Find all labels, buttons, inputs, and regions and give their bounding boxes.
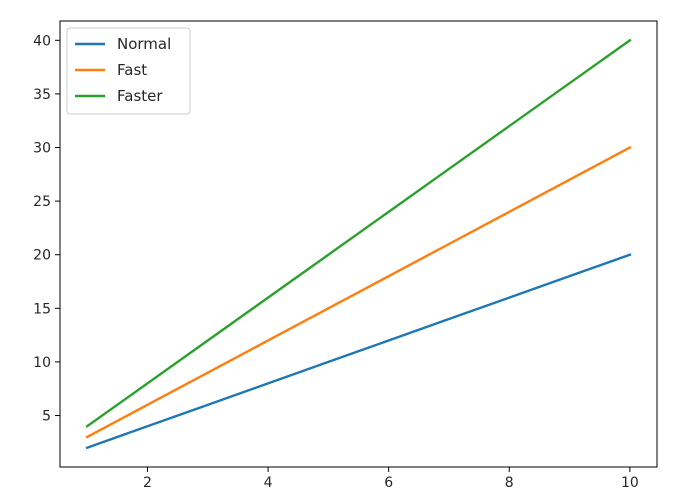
x-tick-label: 4: [264, 475, 273, 491]
axes-layer: 2 4 6 8 10 5 10 15 20 25 30 35 40: [33, 20, 658, 491]
series-layer: [85, 38, 632, 450]
y-tick-label: 15: [33, 301, 51, 317]
series-line-faster: [85, 38, 632, 428]
y-tick-label: 25: [33, 194, 51, 210]
x-tick-label: 2: [143, 475, 152, 491]
legend-box: [66, 27, 191, 115]
series-line-fast: [85, 145, 632, 439]
x-tick-label: 8: [505, 475, 514, 491]
legend-label-normal: Normal: [117, 35, 171, 53]
legend-label-fast: Fast: [117, 61, 147, 79]
x-tick-label: 10: [621, 475, 639, 491]
y-tick-label: 40: [33, 33, 51, 49]
y-tick-label: 10: [33, 355, 51, 371]
y-tick-label: 30: [33, 141, 51, 157]
axes-frame: [59, 20, 658, 468]
y-tick-label: 5: [42, 409, 51, 425]
legend-label-faster: Faster: [117, 87, 163, 105]
series-line-normal: [85, 253, 632, 450]
x-tick-label: 6: [384, 475, 393, 491]
y-tick-label: 20: [33, 248, 51, 264]
y-tick-label: 35: [33, 87, 51, 103]
legend: Normal Fast Faster: [66, 27, 191, 115]
